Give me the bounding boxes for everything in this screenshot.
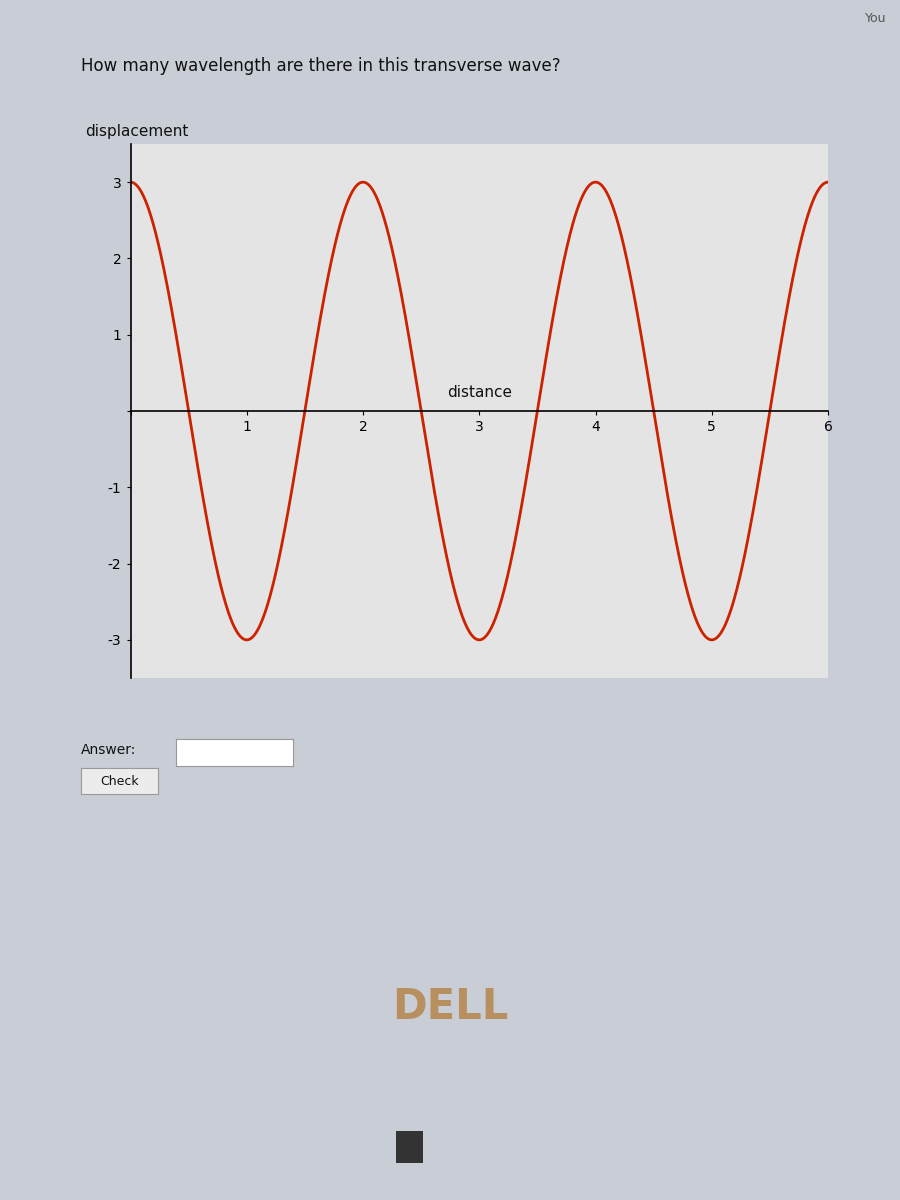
Text: Check: Check — [100, 775, 139, 787]
Text: distance: distance — [446, 385, 512, 400]
Text: How many wavelength are there in this transverse wave?: How many wavelength are there in this tr… — [81, 56, 561, 74]
Text: Answer:: Answer: — [81, 743, 137, 757]
Bar — [396, 1132, 423, 1163]
Text: DELL: DELL — [392, 985, 508, 1027]
Text: displacement: displacement — [86, 124, 188, 139]
Text: You: You — [865, 12, 886, 25]
